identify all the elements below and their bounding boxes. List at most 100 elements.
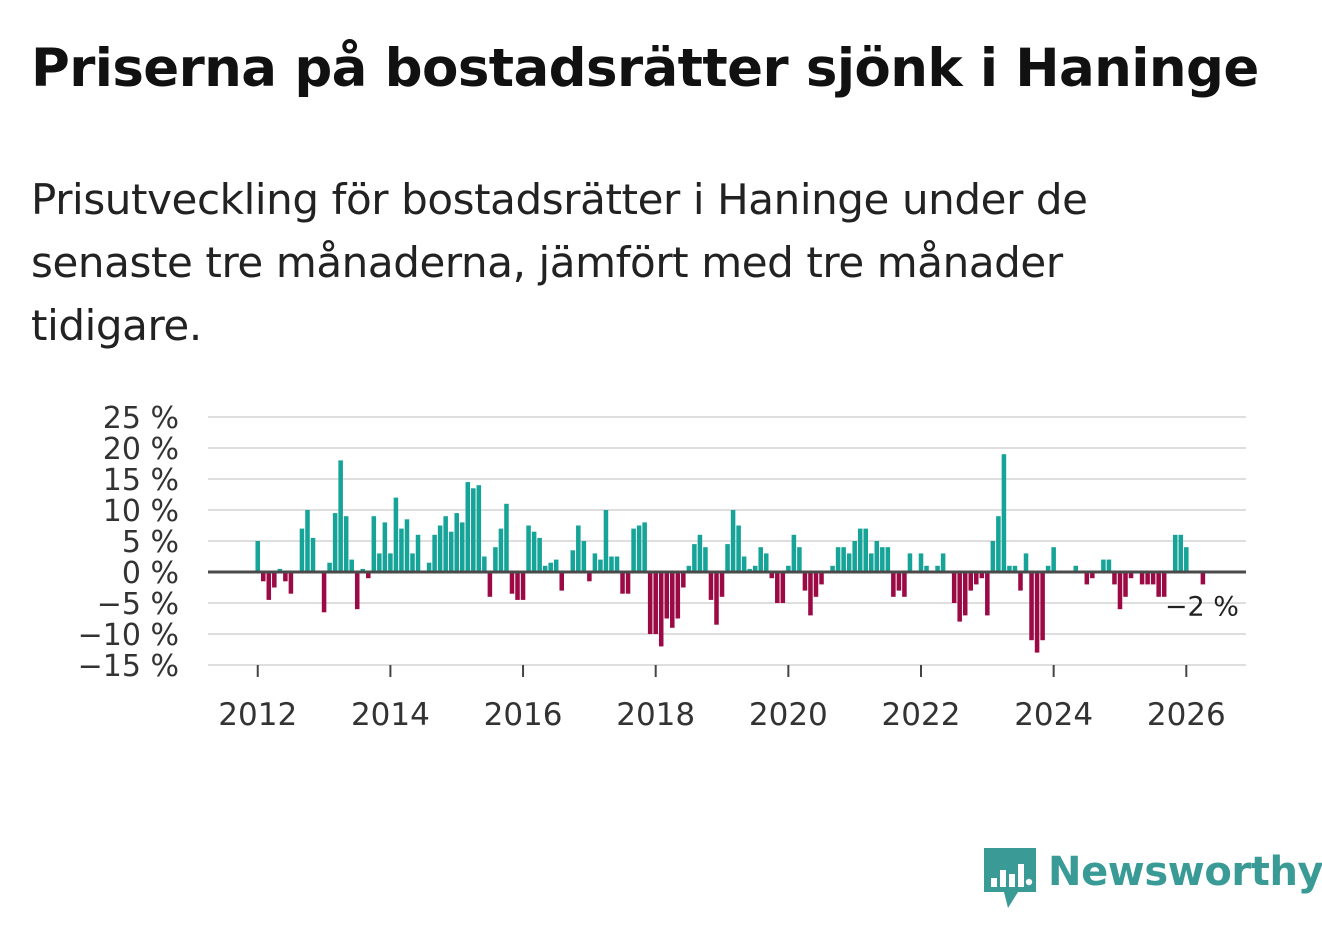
chart-bar (1161, 572, 1167, 597)
chart-bar (780, 572, 786, 603)
chart-bar (891, 572, 896, 597)
y-tick-label: −15 % (78, 649, 179, 684)
chart-bar (880, 547, 885, 572)
y-tick-label: 0 % (122, 556, 179, 591)
chart-bar (471, 488, 476, 572)
chart-bar (681, 572, 686, 588)
chart-bar (437, 525, 443, 572)
last-value-label: −2 % (1165, 591, 1239, 622)
chart-bar (1200, 572, 1206, 585)
x-tick-label: 2022 (882, 697, 961, 733)
chart-bar (592, 553, 598, 572)
x-tick-label: 2012 (218, 697, 297, 733)
chart-bar (951, 572, 957, 603)
chart-bar (968, 572, 974, 591)
chart-bar (1029, 572, 1034, 641)
chart-bar (454, 513, 459, 572)
x-tick-label: 2018 (616, 697, 695, 733)
chart-bar (542, 565, 548, 572)
chart-bar (493, 547, 498, 572)
chart-bar (896, 572, 902, 591)
chart-bar (1101, 559, 1106, 572)
chart-bar (332, 513, 338, 572)
chart-bar (962, 572, 968, 616)
y-tick-label: −10 % (78, 618, 179, 653)
chart-bar (791, 534, 797, 572)
chart-bar (1156, 572, 1161, 597)
chart-bar (299, 528, 305, 572)
chart-bar (857, 528, 863, 572)
chart-bar (636, 525, 642, 572)
chart-bar (647, 572, 653, 634)
chart-bar (382, 522, 388, 572)
chart-bar (360, 568, 366, 572)
chart-bar (730, 510, 736, 572)
chart-bar (852, 541, 857, 572)
chart-bar (1084, 572, 1090, 585)
x-tick-label: 2024 (1014, 697, 1093, 733)
chart-bar (321, 572, 327, 613)
chart-bar (885, 547, 891, 572)
chart-bar (863, 528, 868, 572)
chart-bar (902, 572, 907, 597)
x-tick-label: 2026 (1147, 697, 1226, 733)
chart-bar (957, 572, 962, 622)
chart-bar (459, 522, 465, 572)
chart-bar (996, 516, 1001, 572)
chart-bar (1023, 553, 1029, 572)
chart-bar (1178, 534, 1184, 572)
chart-bar (443, 516, 448, 572)
chart-bar (808, 572, 813, 616)
x-tick-label: 2020 (749, 697, 828, 733)
chart-bar (482, 556, 487, 572)
chart-bar (509, 572, 515, 594)
chart-bar (1139, 572, 1145, 585)
chart-bar (399, 528, 404, 572)
chart-bar (609, 556, 614, 572)
chart-bar (553, 559, 559, 572)
chart-bar (1073, 565, 1079, 572)
chart-bar (802, 572, 808, 591)
chart-bar (432, 534, 437, 572)
chart-bar (277, 568, 283, 572)
chart-bar (338, 460, 343, 572)
chart-bar (653, 572, 658, 634)
chart-bar (1007, 565, 1012, 572)
chart-bar (675, 572, 681, 619)
chart-bar (283, 572, 288, 582)
chart-bar (830, 565, 835, 572)
chart-bar (537, 537, 542, 572)
chart-bar (736, 525, 741, 572)
chart-bar (797, 547, 802, 572)
chart-bar (448, 531, 454, 572)
chart-bar (985, 572, 990, 616)
chart-bar (272, 572, 277, 588)
newsworthy-logo-icon (984, 848, 1036, 908)
chart-bar (515, 572, 520, 600)
chart-bar (1045, 565, 1051, 572)
y-tick-label: 20 % (103, 432, 179, 467)
chart-bar (598, 559, 603, 572)
chart-bar (1112, 572, 1117, 585)
chart-bar (1150, 572, 1156, 585)
chart-bar (426, 562, 432, 572)
chart-bar (1172, 534, 1178, 572)
chart-bar (763, 553, 769, 572)
chart-bar (581, 541, 587, 572)
chart-bar (1001, 454, 1007, 572)
page-title: Priserna på bostadsrätter sjönk i Haning… (31, 38, 1259, 99)
chart-bar (526, 525, 531, 572)
chart-bar (415, 534, 421, 572)
chart-bar (874, 541, 880, 572)
chart-bar (1117, 572, 1123, 610)
y-tick-label: 10 % (103, 494, 179, 529)
chart-bar (261, 572, 266, 582)
brand-name: Newsworthy (1048, 849, 1322, 895)
chart-bar (1051, 547, 1056, 572)
chart-bar (670, 572, 675, 628)
chart-bar (747, 568, 752, 572)
chart-bar (377, 553, 382, 572)
chart-bar (371, 516, 377, 572)
chart-bar (631, 528, 636, 572)
